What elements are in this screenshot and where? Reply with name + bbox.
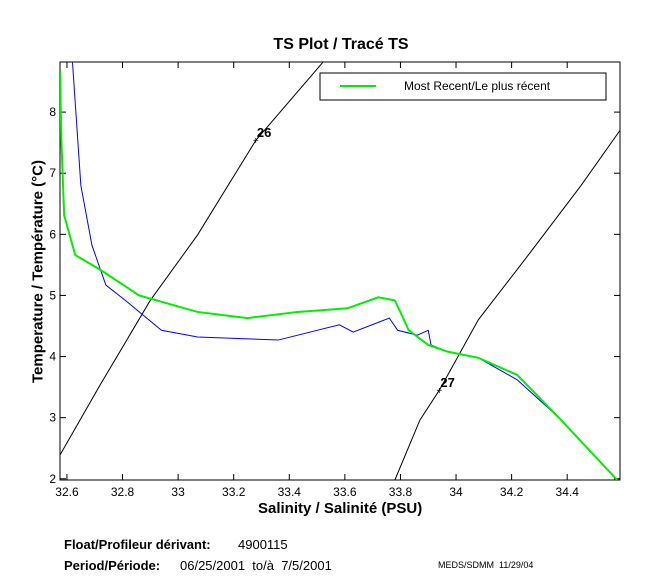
chart-title: TS Plot / Tracé TS <box>273 36 409 53</box>
density-contour-26 <box>60 62 324 456</box>
density-contour-27 <box>394 130 620 480</box>
x-axis-label: Salinity / Salinité (PSU) <box>258 500 423 517</box>
contour-marker: + <box>253 136 259 147</box>
period-label: Period/Période: <box>64 558 161 573</box>
x-tick-label: 32.6 <box>55 485 79 499</box>
x-tick-label: 33.4 <box>278 485 302 499</box>
y-tick-label: 6 <box>49 227 56 241</box>
series-line-most-recent <box>60 70 618 480</box>
x-tick-label: 34.4 <box>556 485 580 499</box>
series-line-previous <box>72 62 618 480</box>
period-value: 06/25/2001 to/à 7/5/2001 <box>180 558 332 573</box>
y-axis-label: Temperature / Température (°C) <box>29 160 47 383</box>
y-tick-label: 7 <box>49 166 56 180</box>
y-tick-label: 5 <box>49 288 56 302</box>
x-tick-label: 33.2 <box>222 485 246 499</box>
float-id: 4900115 <box>238 537 288 552</box>
contour-label: 27 <box>440 375 454 390</box>
x-tick-label: 33.6 <box>333 485 357 499</box>
float-label: Float/Profileur dérivant: <box>64 537 211 552</box>
credit: MEDS/SDMM 11/29/04 <box>438 560 534 570</box>
y-tick-label: 3 <box>49 411 56 425</box>
plot-frame <box>59 61 621 481</box>
x-tick-label: 33 <box>171 485 185 499</box>
y-tick-label: 2 <box>49 472 56 486</box>
x-tick-label: 33.8 <box>389 485 413 499</box>
x-tick-label: 34 <box>449 485 463 499</box>
contour-marker: + <box>436 386 442 397</box>
contour-label: 26 <box>257 125 271 140</box>
y-tick-label: 4 <box>49 350 56 364</box>
x-tick-label: 32.8 <box>111 485 135 499</box>
x-tick-label: 34.2 <box>500 485 524 499</box>
y-tick-label: 8 <box>49 105 56 119</box>
legend-label: Most Recent/Le plus récent <box>404 79 551 93</box>
